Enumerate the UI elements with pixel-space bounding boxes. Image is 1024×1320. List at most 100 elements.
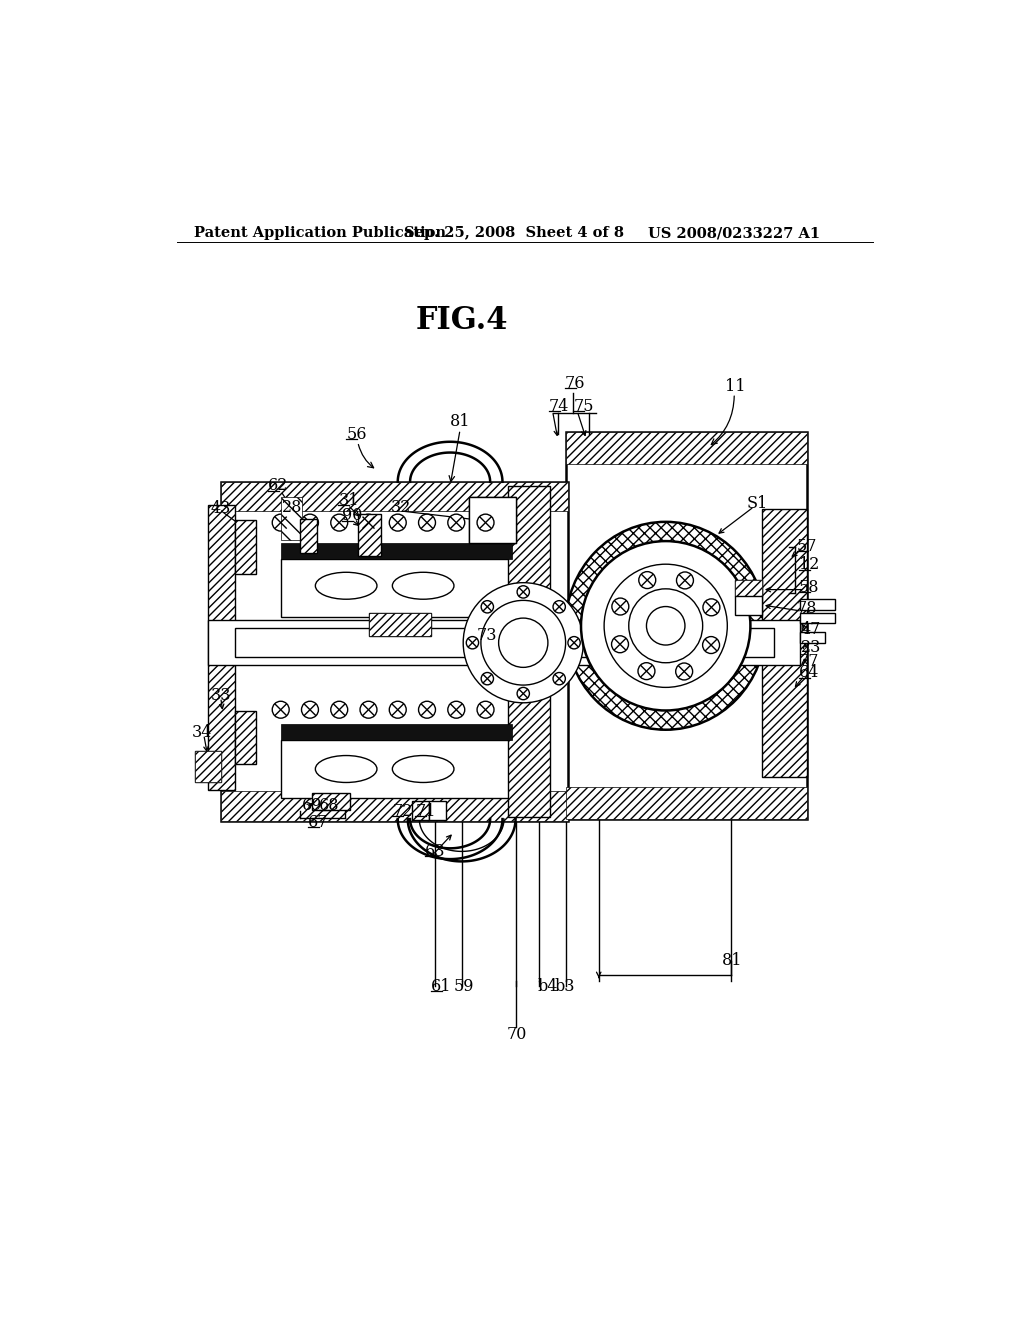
Circle shape [568,636,581,649]
Circle shape [553,672,565,685]
Circle shape [517,688,529,700]
Circle shape [272,515,289,531]
Circle shape [604,564,727,688]
Circle shape [553,601,565,612]
Text: 11: 11 [725,378,745,395]
Bar [735,595,762,615]
Text: 31: 31 [339,492,359,508]
Bar [370,612,431,636]
Text: b4: b4 [538,978,557,995]
Text: 47: 47 [801,622,821,638]
Circle shape [481,601,494,612]
Ellipse shape [392,573,454,599]
Text: 72: 72 [392,803,413,820]
Bar [469,498,515,544]
Bar [735,581,762,595]
Text: 68: 68 [319,797,340,813]
Text: 90: 90 [342,507,361,524]
Text: US 2008/0233227 A1: US 2008/0233227 A1 [648,226,820,240]
Circle shape [629,589,702,663]
Circle shape [581,541,751,710]
Text: 59: 59 [454,978,474,995]
Bar [311,793,350,810]
Circle shape [389,701,407,718]
Circle shape [463,582,584,702]
Bar [429,801,446,820]
Text: 33: 33 [211,688,231,705]
Bar [221,792,568,821]
Bar [208,506,234,789]
Circle shape [677,572,693,589]
Text: 58: 58 [799,578,819,595]
Text: 57: 57 [797,539,817,554]
Text: 34: 34 [193,723,213,741]
Circle shape [477,515,494,531]
Text: 78: 78 [797,601,817,618]
Text: 81: 81 [451,413,471,430]
Circle shape [272,701,289,718]
Text: 71: 71 [416,803,436,820]
Bar [370,612,431,636]
Circle shape [419,515,435,531]
Bar [412,801,429,820]
Text: 73: 73 [477,627,498,644]
Bar [208,620,801,665]
Text: 74: 74 [549,397,569,414]
Text: 69: 69 [301,797,322,813]
Text: 67: 67 [307,813,328,830]
Text: Patent Application Publication: Patent Application Publication [194,226,445,240]
Circle shape [517,586,529,598]
Bar [801,612,836,623]
Bar [221,482,568,511]
Bar [196,751,221,781]
Text: 32: 32 [391,499,412,516]
Bar [565,787,807,818]
Bar [281,558,512,616]
Circle shape [389,515,407,531]
Bar [357,513,381,557]
Text: Sep. 25, 2008  Sheet 4 of 8: Sep. 25, 2008 Sheet 4 of 8 [403,226,624,240]
Bar [801,599,836,610]
Bar [281,544,512,558]
Circle shape [360,515,377,531]
Text: 70: 70 [506,1026,526,1043]
Text: 63: 63 [425,843,445,859]
Circle shape [481,601,565,685]
Text: 62: 62 [267,477,288,494]
Bar [281,498,302,540]
Text: 76: 76 [565,375,586,392]
Circle shape [481,672,494,685]
Circle shape [612,598,629,615]
Text: S1: S1 [746,495,768,512]
Bar [565,432,807,465]
Circle shape [301,701,318,718]
Text: 77: 77 [799,652,819,669]
Bar [565,432,807,818]
Bar [234,711,256,763]
Circle shape [360,701,377,718]
Text: 81: 81 [722,952,742,969]
Ellipse shape [392,755,454,783]
Circle shape [702,599,720,616]
Ellipse shape [315,755,377,783]
Bar [234,520,256,574]
Circle shape [447,515,465,531]
Text: 12: 12 [799,557,819,573]
Bar [801,632,825,643]
Circle shape [639,572,655,589]
Circle shape [702,636,720,653]
Circle shape [419,701,435,718]
Text: 61: 61 [431,978,452,995]
Bar [469,498,515,544]
Ellipse shape [565,521,766,730]
Circle shape [301,515,318,531]
Circle shape [477,701,494,718]
Text: FIG.4: FIG.4 [416,305,508,335]
Text: b3: b3 [554,978,574,995]
Text: 56: 56 [346,425,367,442]
Circle shape [447,701,465,718]
Bar [508,486,550,817]
Bar [300,519,316,553]
Circle shape [499,618,548,668]
Bar [221,482,568,821]
